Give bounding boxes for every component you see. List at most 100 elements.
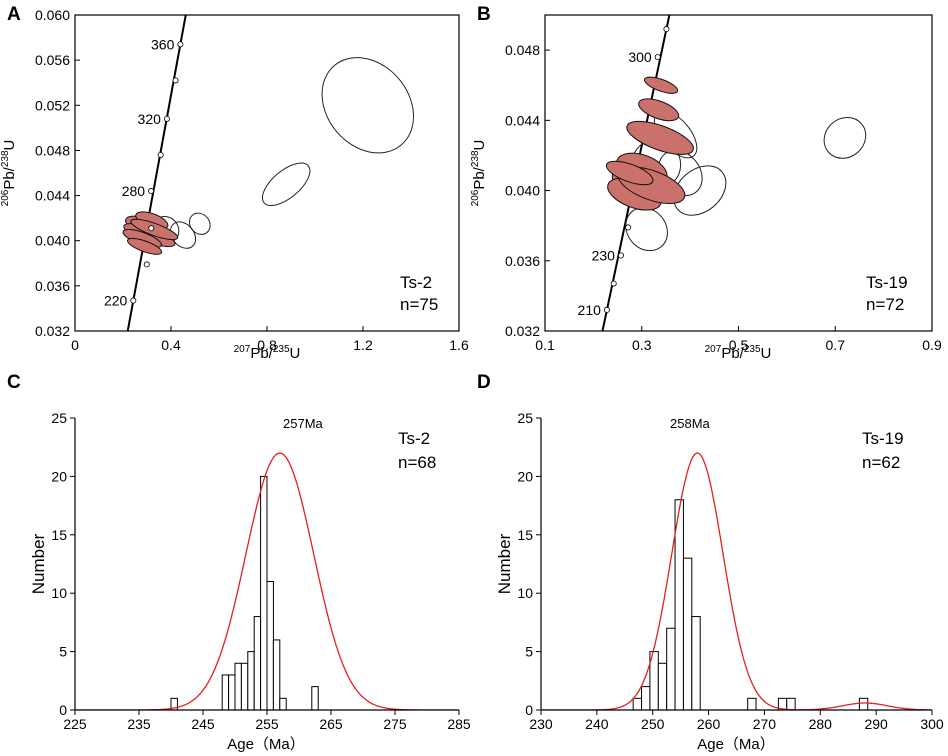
histogram-bar (221, 674, 230, 710)
x-axis-title-a: 207Pb/235U (234, 344, 301, 362)
panel-letter-b: B (477, 4, 491, 25)
x-tick-label: 0.7 (826, 337, 846, 353)
y-axis-title-d: Number (495, 533, 514, 594)
histogram-bar (253, 616, 262, 710)
discordant-ellipse (188, 212, 211, 235)
sample-label-b: Ts-19 (866, 273, 908, 292)
concordia-age-label: 360 (151, 36, 175, 52)
histogram-bar (272, 639, 281, 710)
histogram-bar (858, 697, 869, 710)
concordant-ellipse (605, 160, 654, 186)
x-tick-label: 0.1 (535, 337, 555, 353)
x-tick-label: 230 (529, 716, 553, 732)
y-tick-label: 5 (525, 644, 533, 660)
histogram-panel-c: 225 235 245 255 265 275 285 0 5 10 15 20 25 Ts-2 n=6… (29, 410, 471, 753)
x-tick-label: 285 (447, 716, 471, 732)
histogram-bar (247, 651, 255, 710)
x-tick-label: 270 (753, 716, 777, 732)
discordant-ellipse (625, 207, 668, 252)
discordant-ellipse (823, 117, 867, 159)
x-tick-label: 225 (63, 716, 87, 732)
y-tick-label: 0 (525, 702, 533, 718)
x-axis-title-b: 207Pb/235U (705, 344, 772, 362)
y-tick-label: 0.040 (505, 183, 540, 199)
concordia-age-marker (130, 297, 137, 304)
x-tick-label: 275 (383, 716, 407, 732)
concordant-ellipse (638, 98, 680, 122)
concordia-age-marker (143, 261, 150, 268)
y-tick-label: 0.044 (35, 188, 70, 204)
histogram-bar (632, 697, 643, 710)
concordant-ellipse (127, 237, 163, 255)
histogram-bar (747, 697, 757, 710)
y-tick-label: 0.048 (35, 142, 70, 158)
x-tick-label: 250 (641, 716, 665, 732)
x-axis-title-d: Age（Ma） (697, 736, 775, 753)
peak-label-d: 258Ma (670, 416, 711, 431)
concordia-panel-b: 0.1 0.3 0.5 0.7 0.9 0.032 0.036 0.040 0.044 0.048… (470, 14, 942, 362)
histogram-bar (311, 686, 319, 710)
y-tick-label: 5 (59, 644, 67, 660)
concordia-age-label: 320 (138, 111, 162, 127)
panel-letter-d: D (477, 372, 491, 393)
x-tick-label: 0.8 (257, 337, 277, 353)
concordia-age-marker (157, 151, 164, 158)
y-tick-label: 0 (59, 702, 67, 718)
discordant-ellipse (673, 165, 727, 216)
concordia-panel-a: 0 0.4 0.8 1.2 1.6 0.032 0.036 0.040 0.044 0.048 0.… (0, 7, 469, 362)
x-tick-label: 235 (127, 716, 151, 732)
y-tick-label: 15 (517, 527, 533, 543)
x-tick-label: 240 (585, 716, 609, 732)
concordia-curve-a (126, 15, 187, 331)
x-tick-label: 0.4 (161, 337, 181, 353)
histogram-bar (260, 475, 268, 710)
y-tick-label: 0.048 (505, 42, 540, 58)
n-label-d: n=62 (862, 453, 900, 472)
concordia-age-marker (617, 252, 624, 259)
histogram-bar (786, 697, 796, 710)
histogram-bar (641, 686, 651, 710)
concordia-age-label: 280 (122, 183, 146, 199)
y-tick-label: 0.036 (505, 253, 540, 269)
y-tick-label: 25 (51, 410, 67, 426)
histogram-bar (170, 697, 178, 710)
x-tick-label: 0.3 (632, 337, 652, 353)
probability-density-curve (75, 452, 459, 710)
histogram-bar (279, 697, 287, 710)
x-tick-label: 280 (809, 716, 833, 732)
y-tick-label: 20 (51, 468, 67, 484)
y-tick-label: 0.056 (35, 52, 70, 68)
peak-label-c: 257Ma (283, 416, 324, 431)
y-tick-label: 20 (517, 468, 533, 484)
y-tick-label: 0.032 (35, 323, 70, 339)
concordia-age-marker (148, 225, 155, 232)
y-tick-label: 0.036 (35, 278, 70, 294)
histogram-bar (657, 662, 668, 710)
x-tick-label: 260 (697, 716, 721, 732)
x-tick-label: 1.2 (353, 337, 373, 353)
x-tick-label: 290 (864, 716, 888, 732)
concordia-age-marker (177, 41, 184, 48)
concordia-age-marker (610, 280, 617, 287)
discordant-ellipse (261, 162, 311, 207)
x-axis-title-c: Age（Ma） (227, 736, 305, 753)
y-tick-label: 0.044 (505, 112, 540, 128)
concordia-age-marker (663, 26, 670, 33)
histogram-bar (674, 499, 684, 710)
sample-label-d: Ts-19 (862, 429, 904, 448)
x-tick-label: 255 (255, 716, 279, 732)
y-tick-label: 25 (517, 410, 533, 426)
y-tick-label: 0.060 (35, 7, 70, 23)
histogram-bar (266, 581, 274, 710)
concordia-age-label: 210 (578, 302, 602, 318)
concordia-age-marker (603, 306, 610, 313)
histogram-bar (691, 616, 701, 710)
y-tick-label: 10 (517, 585, 533, 601)
concordia-age-marker (172, 77, 179, 84)
concordia-age-marker (148, 188, 155, 195)
y-tick-label: 0.040 (35, 233, 70, 249)
concordia-age-label: 300 (628, 49, 652, 65)
concordia-age-marker (654, 54, 661, 61)
x-tick-label: 0.5 (729, 337, 749, 353)
